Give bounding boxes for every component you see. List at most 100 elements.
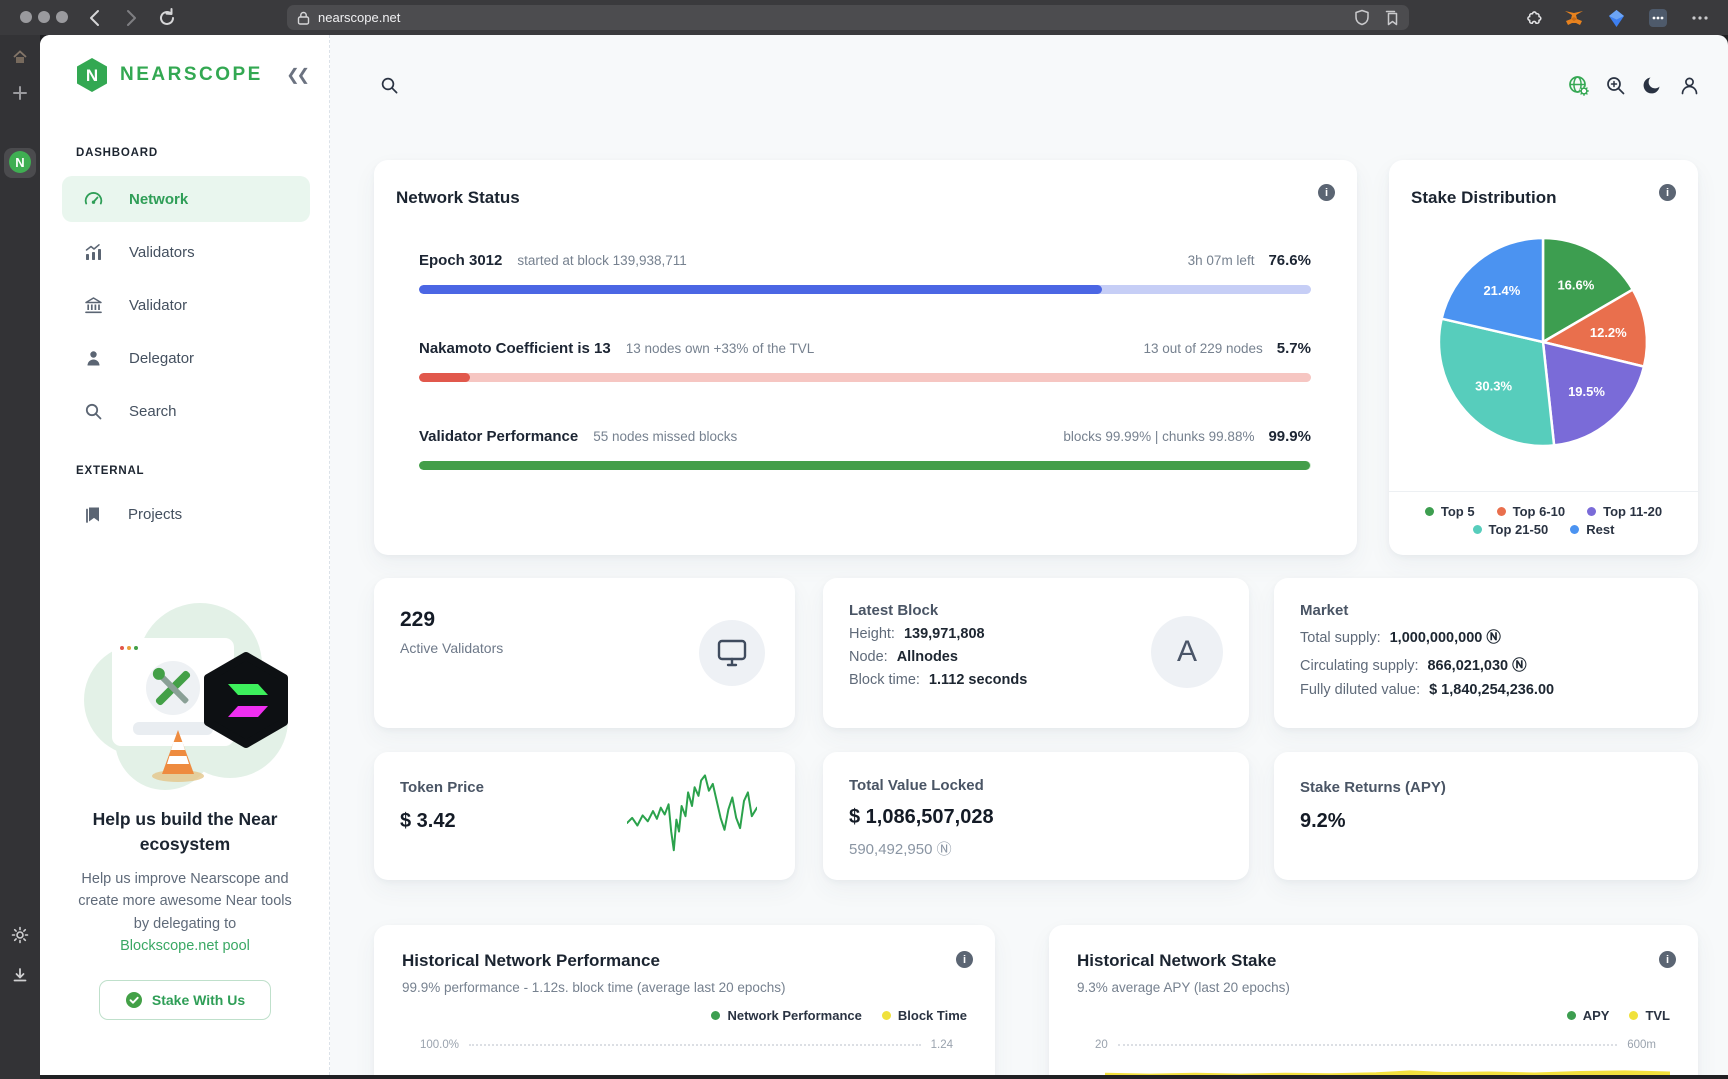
node-label: Node: [849,649,888,665]
nakamoto-label: Nakamoto Coefficient is 13 [419,340,611,357]
legend-top6-10[interactable]: Top 6-10 [1496,504,1565,519]
sidebar-item-search[interactable]: Search [62,388,310,434]
window-zoom-button[interactable] [56,11,68,23]
historical-performance-info-icon[interactable]: i [956,951,973,968]
sidebar-item-projects[interactable]: Projects [62,491,310,537]
stake-distribution-pie: 16.6% 12.2% 19.5% 30.3% 21.4% [1437,236,1649,448]
url-bar[interactable]: nearscope.net [287,5,1409,30]
tvl-title: Total Value Locked [849,777,984,794]
sidebar-item-validators[interactable]: Validators [62,229,310,275]
gauge-icon [84,191,103,204]
svg-text:19.5%: 19.5% [1568,384,1605,399]
svg-text:21.4%: 21.4% [1483,283,1520,298]
stake-with-us-button[interactable]: Stake With Us [99,980,271,1020]
network-status-info-icon[interactable]: i [1318,184,1335,201]
performance-row: Validator Performance 55 nodes missed bl… [419,428,1311,445]
legend-top21-50[interactable]: Top 21-50 [1472,522,1548,537]
browser-menu-icon[interactable] [1688,6,1712,30]
browser-sidebar-strip: N [0,35,40,1079]
search-icon[interactable] [377,73,401,97]
promo-heading: Help us build the Near ecosystem [92,809,278,855]
historical-stake-card: Historical Network Stake i 9.3% average … [1049,925,1698,1075]
user-icon[interactable] [1677,73,1701,97]
sidebar-item-label: Search [129,402,177,420]
brand-name: NEARSCOPE [120,64,263,85]
legend-tvl[interactable]: TVL [1629,1008,1670,1023]
zoom-in-icon[interactable] [1603,73,1627,97]
fdv-label: Fully diluted value: [1300,682,1421,698]
extensions-icon[interactable] [1521,6,1545,30]
promo-body-text: Help us improve Nearscope and create mor… [78,870,292,932]
sidebar-collapse-icon[interactable]: ❮❮ [286,67,310,84]
metamask-icon[interactable] [1562,6,1586,30]
node-value[interactable]: Allnodes [896,649,958,665]
network-status-card: Network Status i Epoch 3012 started at b… [374,160,1357,555]
historical-performance-card: Historical Network Performance i 99.9% p… [374,925,995,1075]
network-settings-icon[interactable] [1566,73,1590,97]
legend-rest[interactable]: Rest [1570,522,1614,537]
tvl-card: Total Value Locked $ 1,086,507,028 590,4… [823,752,1249,880]
axis-right-label: 1.24 [930,1039,953,1051]
apy-card: Stake Returns (APY) 9.2% [1274,752,1698,880]
sidebar-item-delegator[interactable]: Delegator [62,335,310,381]
window-minimize-button[interactable] [38,11,50,23]
monitor-icon [717,639,747,667]
nearscope-logo[interactable]: N NEARSCOPE [74,57,263,93]
nakamoto-detail: 13 nodes own +33% of the TVL [625,341,815,356]
back-icon[interactable] [84,7,106,29]
active-validators-card: 229 Active Validators [374,578,795,728]
dark-mode-icon[interactable] [1640,73,1664,97]
node-avatar: A [1151,616,1223,688]
legend-block-time[interactable]: Block Time [881,1008,967,1023]
person-icon [87,350,100,365]
stake-distribution-card: Stake Distribution i 16.6% 12.2% 19.5% 30.3… [1389,160,1698,555]
sidebar-item-network[interactable]: Network [62,176,310,222]
bookmark-icon [86,507,99,523]
latest-block-title: Latest Block [849,602,939,619]
privacy-shield-icon[interactable] [1354,9,1370,26]
legend-top5[interactable]: Top 5 [1424,504,1475,519]
blockscope-pool-link[interactable]: Blockscope.net pool [120,938,250,955]
window-close-button[interactable] [20,11,32,23]
sidebar-item-label: Network [129,190,189,208]
epoch-row: Epoch 3012 started at block 139,938,711 … [419,252,1311,269]
legend-top11-20[interactable]: Top 11-20 [1587,504,1662,519]
circulating-supply-value: 866,021,030 Ⓝ [1427,658,1527,674]
wallet-icon[interactable] [1604,6,1628,30]
reload-icon[interactable] [156,7,178,29]
legend-apy[interactable]: APY [1566,1008,1609,1023]
svg-text:12.2%: 12.2% [1590,325,1627,340]
historical-stake-info-icon[interactable]: i [1659,951,1676,968]
new-tab-icon[interactable] [8,81,32,105]
circulating-supply-label: Circulating supply: [1300,658,1419,674]
nakamoto-row: Nakamoto Coefficient is 13 13 nodes own … [419,340,1311,357]
sidebar-item-validator[interactable]: Validator [62,282,310,328]
forward-icon[interactable] [120,7,142,29]
nakamoto-value: 5.7% [1276,340,1311,357]
sidebar-item-label: Validators [129,243,195,261]
historical-stake-subtitle: 9.3% average APY (last 20 epochs) [1077,980,1290,995]
strip-settings-icon[interactable] [8,923,32,947]
stake-with-us-label: Stake With Us [151,992,246,1008]
home-icon[interactable] [8,45,32,69]
performance-meta: blocks 99.99% | chunks 99.88% [1063,429,1255,444]
active-validators-label: Active Validators [400,640,504,656]
performance-value: 99.9% [1268,428,1311,445]
password-manager-icon[interactable] [1646,6,1670,30]
bookmarks-icon[interactable] [1384,10,1399,26]
stake-distribution-info-icon[interactable]: i [1659,184,1676,201]
legend-network-performance[interactable]: Network Performance [711,1008,862,1023]
tvl-near-amount: 590,492,950 Ⓝ [849,841,952,858]
epoch-progress-track [419,285,1311,294]
nakamoto-progress-track [419,373,1311,382]
downloads-icon[interactable] [8,963,32,987]
historical-stake-legend: APY TVL [1077,1008,1670,1023]
sidebar-item-label: Projects [128,505,183,523]
app-window: N NEARSCOPE ❮❮ DASHBOARD Network Validat… [40,35,1728,1075]
nearscope-tab-icon[interactable]: N [9,151,31,173]
epoch-meta: 3h 07m left [1187,253,1255,268]
historical-performance-legend: Network Performance Block Time [402,1008,967,1023]
height-value: 139,971,808 [903,626,985,642]
block-time-value: 1.112 seconds [928,672,1028,688]
apy-title: Stake Returns (APY) [1300,779,1446,796]
